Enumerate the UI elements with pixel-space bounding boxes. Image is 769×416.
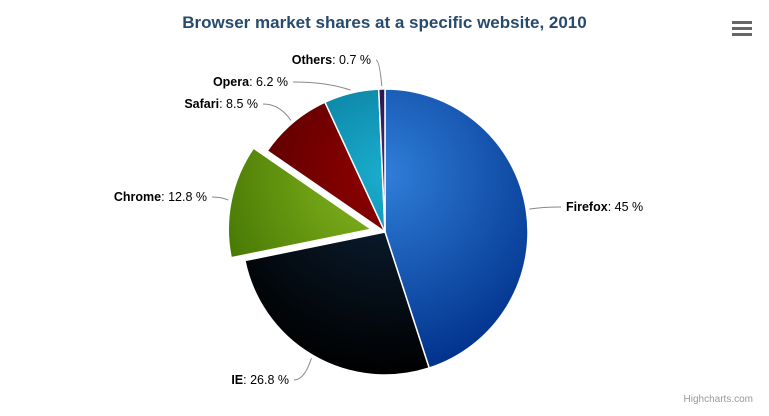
pie-slice-ie[interactable] [244,231,430,376]
data-label-safari: Safari: 8.5 % [184,97,258,111]
data-label-others: Others: 0.7 % [292,53,371,67]
label-connector-opera [292,81,351,91]
label-connector-chrome [211,196,229,201]
pie-slice-firefox[interactable] [384,88,529,369]
pie-slice-chrome[interactable] [227,147,373,259]
label-connector-safari [262,103,292,121]
credits-link[interactable]: Highcharts.com [683,394,753,405]
pie-slice-others[interactable] [377,88,386,233]
data-label-firefox: Firefox: 45 % [566,200,643,214]
data-label-ie: IE: 26.8 % [231,373,289,387]
data-label-opera: Opera: 6.2 % [213,75,288,89]
label-connector-others [375,59,383,87]
export-menu-button[interactable] [730,17,754,39]
data-label-chrome: Chrome: 12.8 % [114,190,207,204]
hamburger-icon [732,20,752,36]
label-connector-firefox [529,206,562,210]
label-connector-ie [293,357,312,381]
